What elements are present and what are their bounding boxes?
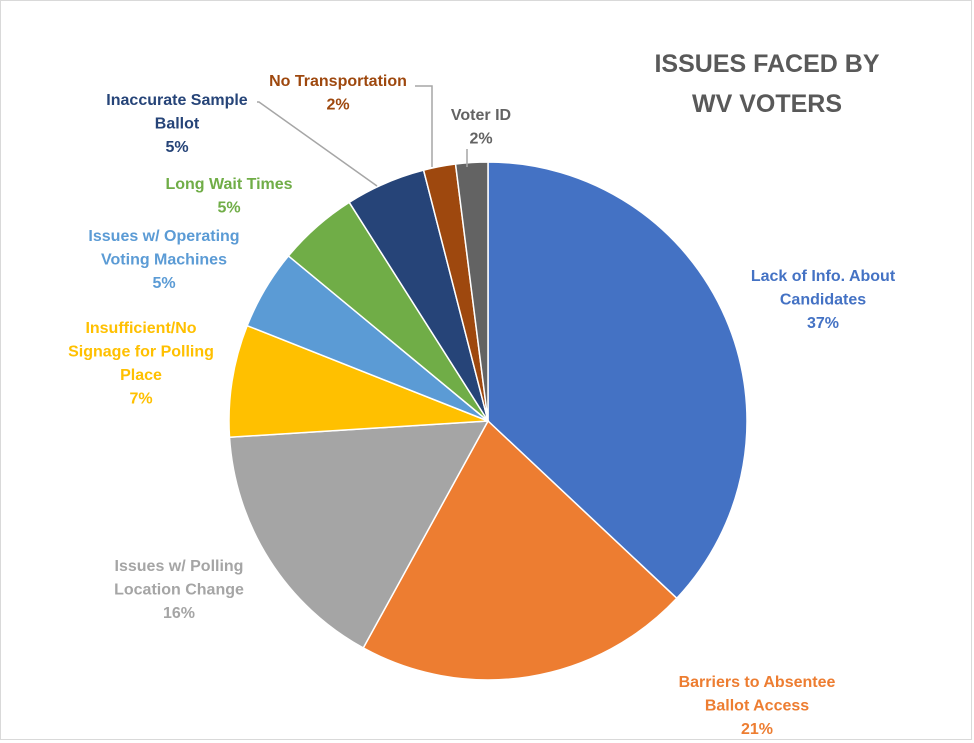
leader-line-no-transportation — [415, 85, 433, 167]
pie-slice-barriers-to-absentee-ballot-access — [362, 419, 678, 681]
chart-title-line-1: ISSUES FACED BY — [654, 50, 879, 78]
pie-slice-insufficient-no-signage-for-polling-place — [228, 324, 489, 439]
data-label-insufficient-no-signage-for-polling-place: Insufficient/No Signage for Polling Place 7… — [68, 320, 214, 408]
data-labels: Lack of Info. About Candidates 37% Barriers… — [68, 73, 896, 738]
data-label-issues-w-operating-voting-machines: Issues w/ Operating Voting Machines 5% — [88, 228, 239, 292]
data-label-voter-id: Voter ID 2% — [451, 107, 511, 148]
pie-slice-issues-w-polling-location-change — [228, 420, 490, 649]
data-label-inaccurate-sample-ballot: Inaccurate Sample Ballot 5% — [106, 92, 248, 156]
data-label-issues-w-polling-location-change: Issues w/ Polling Location Change 16% — [114, 558, 244, 622]
data-label-barriers-to-absentee-ballot-access: Barriers to Absentee Ballot Access 21% — [679, 674, 836, 738]
data-label-lack-of-info-about-candidates: Lack of Info. About Candidates 37% — [751, 268, 896, 332]
pie-slice-voter-id — [454, 161, 489, 422]
leader-line-inaccurate-sample-ballot — [257, 101, 378, 187]
leader-lines — [257, 85, 468, 187]
pie-slice-lack-of-info-about-candidates — [487, 161, 748, 600]
data-label-no-transportation: No Transportation 2% — [269, 73, 407, 114]
data-label-long-wait-times: Long Wait Times 5% — [165, 176, 292, 217]
pie-slices — [228, 161, 748, 681]
chart-title-line-2: WV VOTERS — [692, 90, 842, 118]
